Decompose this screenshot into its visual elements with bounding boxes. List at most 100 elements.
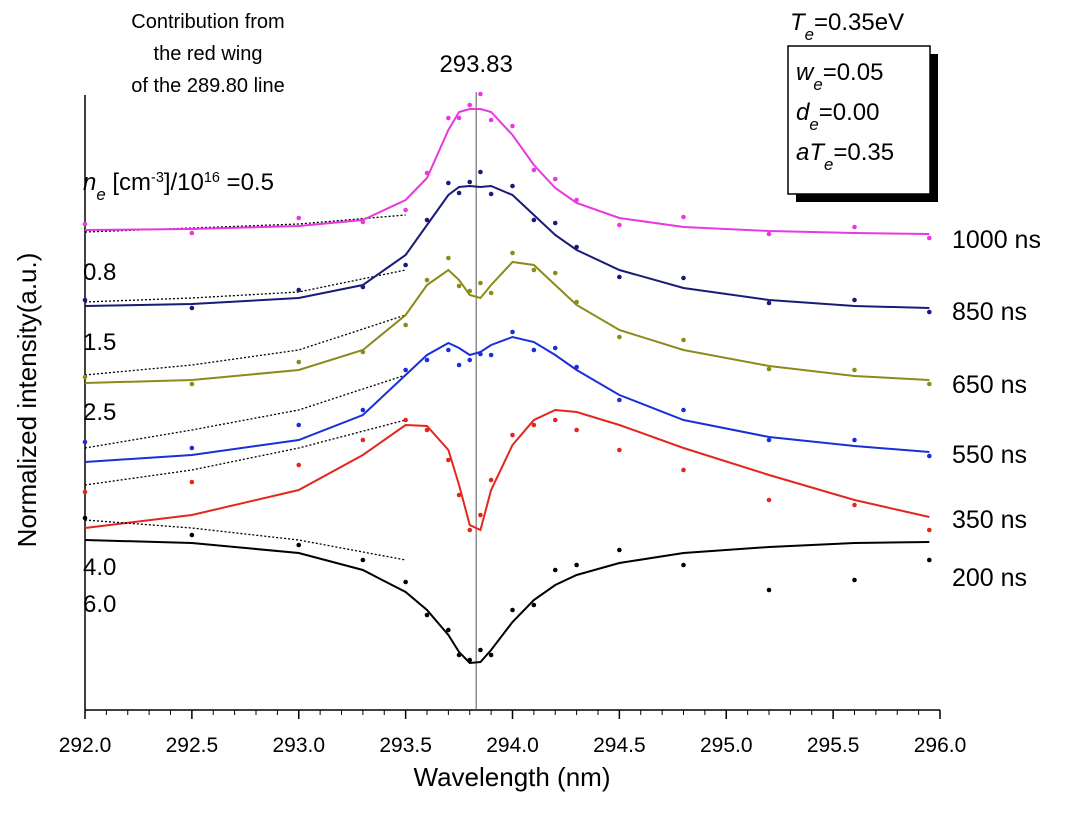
series-label: 1000 ns xyxy=(952,226,1041,254)
param-line: aTe=0.35 xyxy=(796,139,894,174)
data-point xyxy=(360,437,366,443)
data-point xyxy=(478,647,483,653)
data-point xyxy=(488,352,494,358)
param-top-part: =0.35eV xyxy=(814,9,904,36)
data-point xyxy=(552,220,558,226)
data-point xyxy=(478,280,483,286)
data-point xyxy=(681,337,686,343)
data-point xyxy=(82,374,88,380)
data-point xyxy=(360,557,366,563)
data-point xyxy=(510,183,515,189)
data-point xyxy=(927,453,932,459)
data-point xyxy=(403,322,408,328)
data-point xyxy=(456,362,462,368)
annotation: of the 289.80 line xyxy=(131,75,284,97)
data-point xyxy=(488,191,494,197)
param-line: we=0.05 xyxy=(796,59,883,94)
series-label: 650 ns xyxy=(952,371,1027,399)
data-point xyxy=(189,532,195,538)
data-point xyxy=(617,222,622,228)
density-prefix-part: = xyxy=(220,169,241,196)
data-point xyxy=(296,215,302,221)
data-point xyxy=(617,547,622,553)
param-line-part: =0.05 xyxy=(823,59,884,86)
param-top: Te=0.35eV xyxy=(790,9,904,44)
data-point xyxy=(189,305,195,311)
wing-line xyxy=(84,374,406,449)
fit-line xyxy=(84,184,930,309)
annotation: Contribution from xyxy=(131,11,284,33)
data-point xyxy=(478,512,483,518)
data-point xyxy=(852,502,857,508)
density-prefix-part: n xyxy=(83,169,96,196)
data-point xyxy=(467,527,473,533)
data-point xyxy=(766,437,772,443)
param-line-part: =0.35 xyxy=(833,139,894,166)
data-point xyxy=(927,309,932,315)
param-top-part: T xyxy=(790,9,807,36)
density-prefix-part: e xyxy=(96,185,105,204)
data-point xyxy=(766,300,772,306)
data-point xyxy=(446,255,451,261)
x-tick-label: 294.5 xyxy=(593,734,646,757)
data-point xyxy=(927,527,932,533)
data-point xyxy=(478,91,483,97)
data-point xyxy=(403,417,408,423)
data-point xyxy=(681,562,686,568)
data-point xyxy=(424,612,430,618)
data-point xyxy=(927,557,932,563)
data-point xyxy=(681,275,686,281)
data-point xyxy=(531,347,537,353)
data-point xyxy=(510,329,515,335)
series-label: 550 ns xyxy=(952,441,1027,469)
density-label: 1.5 xyxy=(83,329,116,356)
marker-label: 293.83 xyxy=(439,51,512,78)
data-point xyxy=(467,357,473,363)
data-point xyxy=(467,102,473,108)
data-point xyxy=(852,297,857,303)
data-point xyxy=(488,477,494,483)
x-tick-label: 295.5 xyxy=(807,734,860,757)
data-point xyxy=(424,277,430,283)
data-point xyxy=(360,407,366,413)
data-point xyxy=(852,367,857,373)
series-label: 200 ns xyxy=(952,564,1027,592)
wing-line xyxy=(84,419,406,486)
data-point xyxy=(82,297,88,303)
data-point xyxy=(296,462,302,468)
data-point xyxy=(617,447,622,453)
param-line-part: aT xyxy=(796,139,826,166)
x-tick-label: 292.5 xyxy=(166,734,219,757)
data-point xyxy=(852,224,857,230)
data-point xyxy=(82,439,88,445)
data-point xyxy=(531,422,537,428)
data-point xyxy=(531,167,537,173)
data-point xyxy=(189,479,195,485)
data-point xyxy=(927,381,932,387)
data-point xyxy=(510,607,515,613)
data-point xyxy=(478,169,483,175)
fit-line xyxy=(84,108,930,235)
data-point xyxy=(927,235,932,241)
data-point xyxy=(456,190,462,196)
data-point xyxy=(510,432,515,438)
data-point xyxy=(467,179,473,185)
density-label: 6.0 xyxy=(83,591,116,618)
data-point xyxy=(766,366,772,372)
fit-line xyxy=(84,260,930,384)
data-point xyxy=(189,445,195,451)
density-prefix-part: 16 xyxy=(204,170,220,186)
wing-line xyxy=(84,519,406,561)
data-point xyxy=(681,407,686,413)
data-point xyxy=(424,217,430,223)
density-prefix-part: -3 xyxy=(151,170,164,186)
data-point xyxy=(552,417,558,423)
x-axis-label: Wavelength (nm) xyxy=(414,762,611,792)
data-point xyxy=(766,587,772,593)
density-prefix-part: ]/10 xyxy=(164,169,204,196)
param-line-part: e xyxy=(813,75,822,94)
data-point xyxy=(82,489,88,495)
data-point xyxy=(552,270,558,276)
param-line-part: e xyxy=(824,155,833,174)
